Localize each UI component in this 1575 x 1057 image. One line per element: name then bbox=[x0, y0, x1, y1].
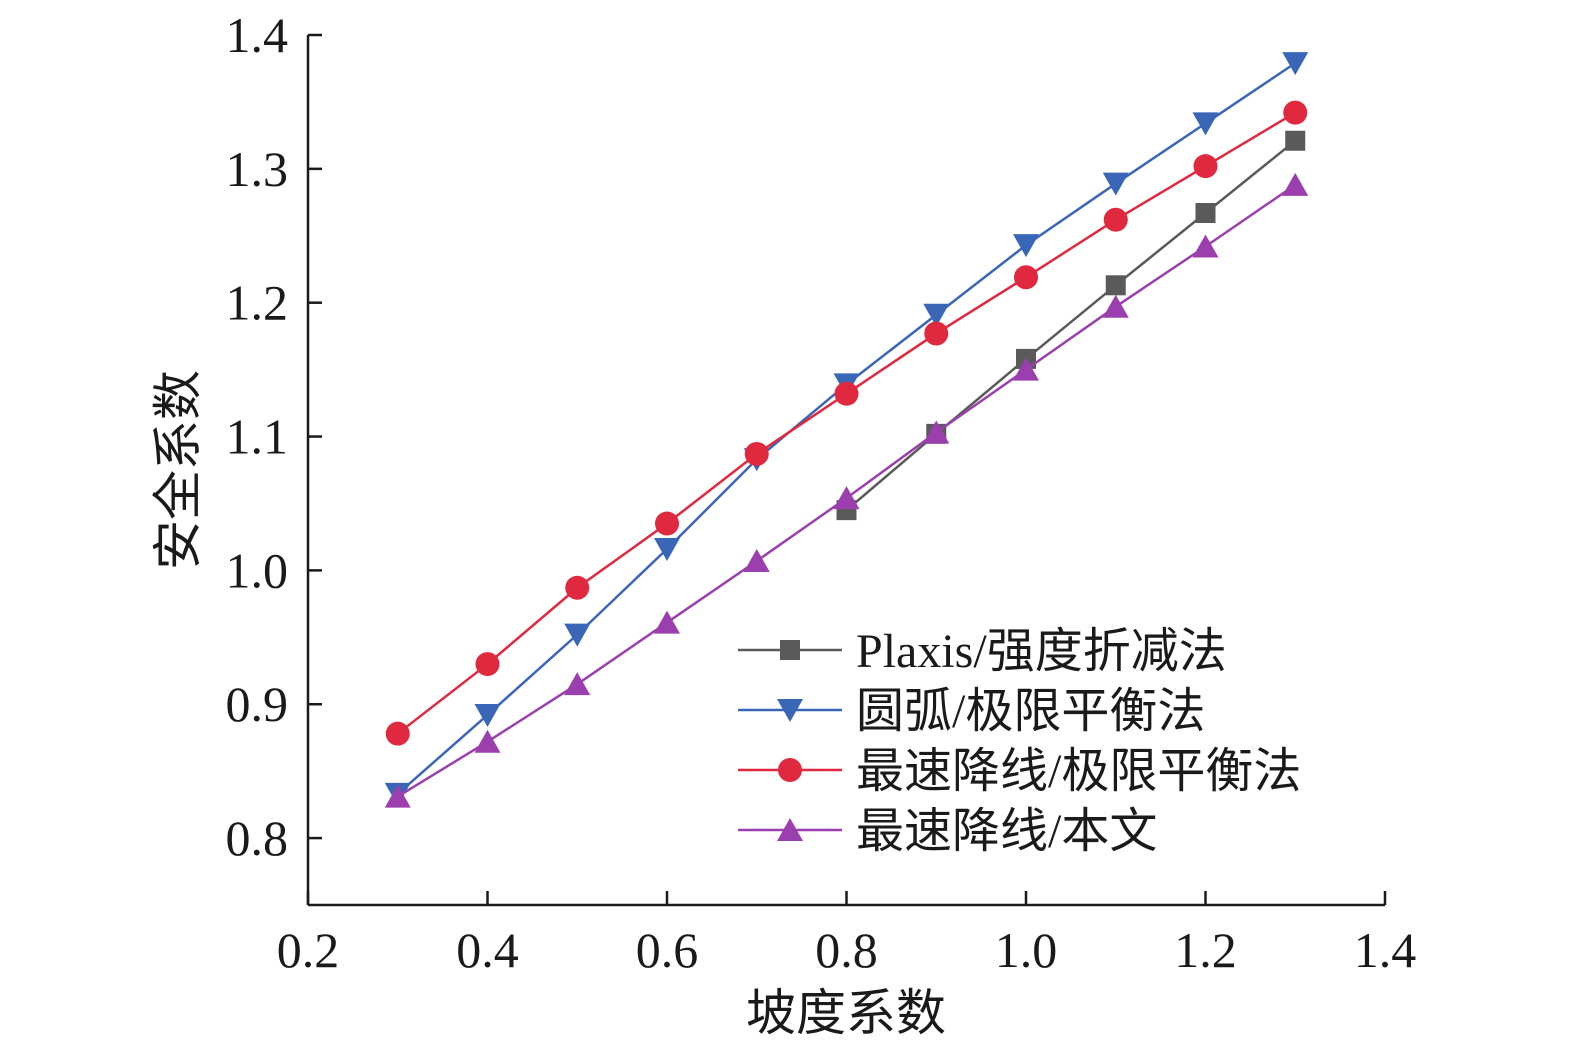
data-point bbox=[655, 511, 679, 536]
x-axis-title: 坡度系数 bbox=[746, 984, 946, 1042]
data-point bbox=[565, 575, 590, 600]
data-point bbox=[654, 610, 680, 634]
legend-label: Plaxis/强度折减法 bbox=[856, 625, 1227, 678]
legend-marker bbox=[780, 640, 800, 660]
data-point bbox=[654, 537, 680, 561]
data-point bbox=[564, 623, 591, 647]
data-point bbox=[474, 703, 501, 727]
data-point bbox=[744, 441, 769, 466]
x-tick-label: 1.2 bbox=[1174, 922, 1237, 978]
legend-label: 最速降线/本文 bbox=[856, 805, 1157, 858]
legend-marker bbox=[778, 758, 802, 782]
legend-marker bbox=[777, 818, 803, 841]
y-tick-label: 1.2 bbox=[226, 275, 289, 331]
legend-item: Plaxis/强度折减法 bbox=[738, 625, 1227, 678]
data-point bbox=[1013, 234, 1039, 258]
data-point bbox=[1193, 154, 1218, 179]
legend-label: 圆弧/极限平衡法 bbox=[856, 685, 1205, 738]
y-tick-label: 1.1 bbox=[226, 409, 289, 465]
series-line bbox=[845, 139, 1297, 512]
data-point bbox=[384, 784, 411, 808]
series-4 bbox=[384, 172, 1309, 808]
legend-marker bbox=[777, 699, 803, 722]
x-tick-label: 0.8 bbox=[815, 922, 878, 978]
data-point bbox=[1282, 52, 1309, 76]
data-point bbox=[1192, 112, 1219, 136]
data-point bbox=[743, 549, 770, 573]
x-tick-label: 0.6 bbox=[636, 922, 699, 978]
y-axis-title: 安全系数 bbox=[149, 370, 207, 570]
legend-item: 最速降线/极限平衡法 bbox=[738, 745, 1301, 798]
legend-item: 最速降线/本文 bbox=[738, 805, 1157, 858]
y-tick-label: 0.8 bbox=[226, 810, 289, 866]
x-tick-label: 0.2 bbox=[277, 922, 340, 978]
data-point bbox=[923, 420, 950, 444]
series-1 bbox=[836, 130, 1306, 521]
y-tick-label: 1.4 bbox=[226, 7, 289, 63]
data-point bbox=[1014, 265, 1038, 290]
data-point bbox=[1103, 207, 1128, 232]
data-point bbox=[1105, 275, 1126, 296]
data-point bbox=[1102, 294, 1129, 318]
x-tick-label: 1.4 bbox=[1354, 922, 1417, 978]
data-point bbox=[1195, 203, 1216, 224]
data-point bbox=[834, 381, 859, 406]
data-point bbox=[475, 652, 500, 677]
x-tick-label: 0.4 bbox=[456, 922, 519, 978]
x-tick-label: 1.0 bbox=[995, 922, 1058, 978]
data-point bbox=[1282, 172, 1309, 196]
data-point bbox=[1283, 100, 1308, 125]
data-point bbox=[474, 729, 501, 753]
data-point bbox=[924, 321, 949, 346]
axes: 0.2 0.4 0.6 0.8 1.0 1.2 1.4 0.8 0.9 1.0 1.1 1.2 1.3 1… bbox=[226, 7, 1417, 978]
y-tick-label: 1.0 bbox=[226, 542, 289, 598]
legend-item: 圆弧/极限平衡法 bbox=[738, 685, 1205, 738]
data-point bbox=[1192, 234, 1219, 258]
data-point bbox=[1013, 357, 1039, 381]
data-point bbox=[833, 486, 860, 510]
series-3 bbox=[385, 100, 1308, 746]
data-point bbox=[564, 672, 591, 696]
y-tick-label: 0.9 bbox=[226, 676, 289, 732]
data-point bbox=[1102, 172, 1129, 196]
data-point bbox=[385, 721, 410, 746]
data-point bbox=[923, 303, 950, 327]
legend-label: 最速降线/极限平衡法 bbox=[856, 745, 1301, 798]
series-layer bbox=[384, 52, 1309, 808]
y-tick-label: 1.3 bbox=[226, 141, 289, 197]
data-point bbox=[1285, 130, 1306, 151]
